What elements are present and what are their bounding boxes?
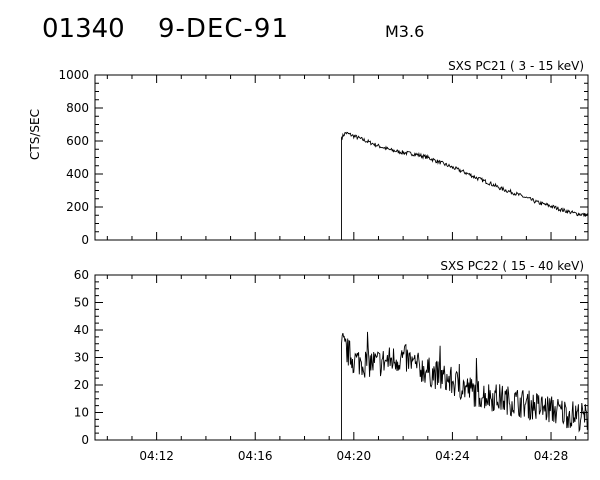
series-line [341, 331, 589, 440]
y-tick-label: 30 [74, 351, 89, 365]
event-date: 9-DEC-91 [158, 14, 289, 44]
chart-panel-pc22: SXS PC22 ( 15 - 40 keV) 0 10 20 30 40 50 60 04:1… [74, 259, 589, 463]
series-line [341, 131, 589, 240]
chart-title: SXS PC21 ( 3 - 15 keV) [448, 59, 584, 73]
y-tick-label: 20 [74, 378, 89, 392]
y-tick-label: 0 [81, 233, 89, 247]
chart-panel-pc21: SXS PC21 ( 3 - 15 keV) 0 200 400 600 800 1000 [58, 59, 589, 247]
y-tick-label: 200 [66, 200, 89, 214]
y-tick-label: 60 [74, 268, 89, 282]
y-tick-label: 40 [74, 323, 89, 337]
y-tick-label: 1000 [58, 68, 89, 82]
y-tick-label: 600 [66, 134, 89, 148]
event-id: 01340 [42, 14, 125, 44]
x-tick-label: 04:12 [139, 449, 174, 463]
x-tick-label: 04:24 [435, 449, 470, 463]
y-tick-label: 50 [74, 296, 89, 310]
flare-class: M3.6 [385, 22, 425, 41]
y-tick-label: 10 [74, 406, 89, 420]
y-tick-label: 0 [81, 433, 89, 447]
x-tick-label: 04:28 [534, 449, 569, 463]
x-tick-label: 04:20 [337, 449, 372, 463]
y-tick-label: 400 [66, 167, 89, 181]
y-tick-label: 800 [66, 101, 89, 115]
chart-title: SXS PC22 ( 15 - 40 keV) [440, 259, 584, 273]
x-tick-label: 04:16 [238, 449, 273, 463]
